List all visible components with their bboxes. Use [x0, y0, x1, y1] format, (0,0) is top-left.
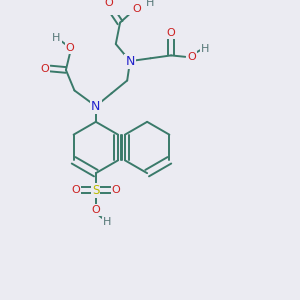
Text: O: O — [104, 0, 113, 8]
Text: N: N — [91, 100, 101, 113]
Text: O: O — [187, 52, 196, 62]
Text: O: O — [111, 185, 120, 195]
Text: O: O — [133, 4, 142, 14]
Text: O: O — [41, 64, 50, 74]
Text: H: H — [146, 0, 154, 8]
Text: H: H — [52, 33, 61, 43]
Text: O: O — [66, 43, 75, 53]
Text: H: H — [103, 218, 111, 227]
Text: H: H — [201, 44, 209, 54]
Text: N: N — [125, 55, 135, 68]
Text: O: O — [167, 28, 176, 38]
Text: O: O — [71, 185, 80, 195]
Text: O: O — [92, 205, 100, 215]
Text: S: S — [92, 184, 100, 197]
